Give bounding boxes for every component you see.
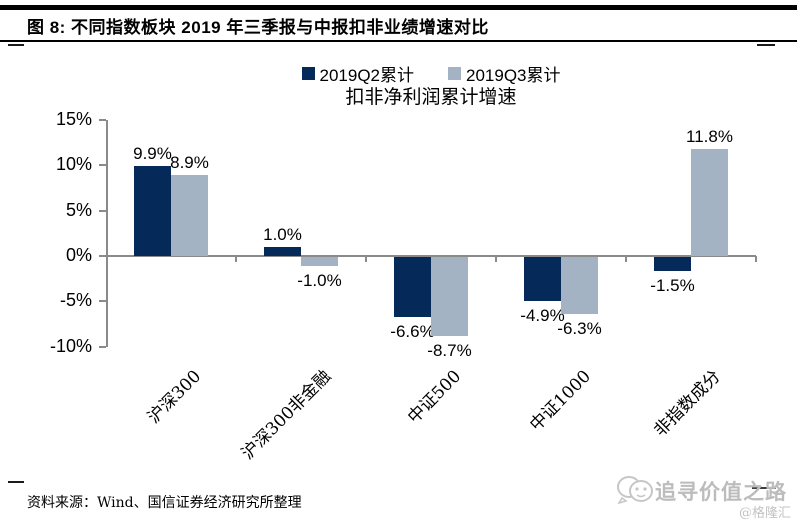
y-axis-tick-label: 10% [55, 154, 92, 175]
bar-value-label: -6.6% [390, 321, 435, 341]
watermark: 追寻价值之路 @格隆汇 [610, 468, 797, 521]
bar-series1-cat5 [654, 257, 691, 271]
legend-label-q2: 2019Q2累计 [319, 66, 415, 85]
bar-value-label: -1.5% [650, 275, 695, 295]
legend-swatch-q2 [301, 67, 315, 80]
bar-value-label: 8.9% [170, 153, 209, 173]
figure-top-border [0, 5, 797, 10]
bar-series1-cat1 [134, 166, 171, 256]
y-axis-tick [99, 345, 106, 348]
figure-title: 图 8: 不同指数板块 2019 年三季报与中报扣非业绩增速对比 [27, 18, 489, 37]
y-axis-tick-label: 15% [55, 108, 92, 129]
bar-value-label: -4.9% [520, 306, 565, 326]
x-axis-category-label: 沪深300 [143, 366, 205, 428]
bar-series2-cat5 [691, 148, 728, 256]
x-axis-category-label: 沪深300非金融 [237, 366, 335, 464]
figure-title-rule [0, 40, 797, 42]
corner-dash-bottom-right [752, 487, 776, 489]
x-axis-tick [235, 256, 237, 262]
legend-item-q3: 2019Q3累计 [448, 61, 561, 86]
bar-value-label: 1.0% [263, 224, 302, 244]
bar-value-label: -8.7% [427, 340, 472, 360]
bar-series1-cat4 [524, 257, 561, 302]
bar-series2-cat2 [301, 257, 338, 267]
x-axis-category-label: 中证1000 [525, 366, 595, 436]
bar-series2-cat4 [561, 257, 598, 315]
corner-dash-top-right [757, 44, 775, 46]
source-note: 资料来源：Wind、国信证券经济研究所整理 [27, 495, 302, 511]
chart-title: 扣非净利润累计增速 [345, 86, 517, 108]
bar-series1-cat2 [264, 246, 301, 256]
bar-series2-cat1 [171, 175, 208, 256]
y-axis-tick [99, 209, 106, 212]
bar-series1-cat3 [394, 257, 431, 317]
watermark-handle: @格隆汇 [738, 506, 791, 521]
legend-item-q2: 2019Q2累计 [301, 61, 415, 86]
y-axis-tick-label: 0% [65, 245, 92, 265]
y-axis-tick-label: -5% [59, 290, 92, 311]
x-axis-tick [365, 256, 367, 262]
bar-value-label: -6.3% [557, 319, 602, 339]
x-axis-category-label: 非指数成分 [650, 366, 725, 441]
bar-value-label: -1.0% [297, 271, 342, 291]
chart-legend: 2019Q2累计 2019Q3累计 [106, 61, 756, 86]
corner-dash-top-left [8, 44, 24, 46]
y-axis-tick [99, 164, 106, 167]
y-axis-tick [99, 255, 106, 257]
y-axis-line [106, 119, 108, 347]
x-axis-tick [495, 256, 497, 262]
x-axis-line [106, 255, 756, 257]
y-axis-tick-label: -10% [49, 335, 92, 356]
legend-swatch-q3 [448, 67, 461, 80]
x-axis-tick [755, 256, 757, 262]
bar-value-label: 9.9% [133, 144, 172, 164]
bar-value-label: 11.8% [686, 126, 733, 146]
corner-dash-bottom-left [8, 481, 24, 483]
y-axis-tick [99, 118, 106, 121]
y-axis-tick-label: 5% [65, 199, 92, 220]
watermark-text: 追寻价值之路 [655, 479, 787, 504]
x-axis-tick [625, 256, 627, 262]
x-axis-category-label: 中证500 [403, 366, 465, 428]
watermark-logo-icon [617, 476, 653, 505]
y-axis-tick [99, 300, 106, 303]
bar-series2-cat3 [431, 257, 468, 336]
legend-label-q3: 2019Q3累计 [466, 66, 561, 85]
